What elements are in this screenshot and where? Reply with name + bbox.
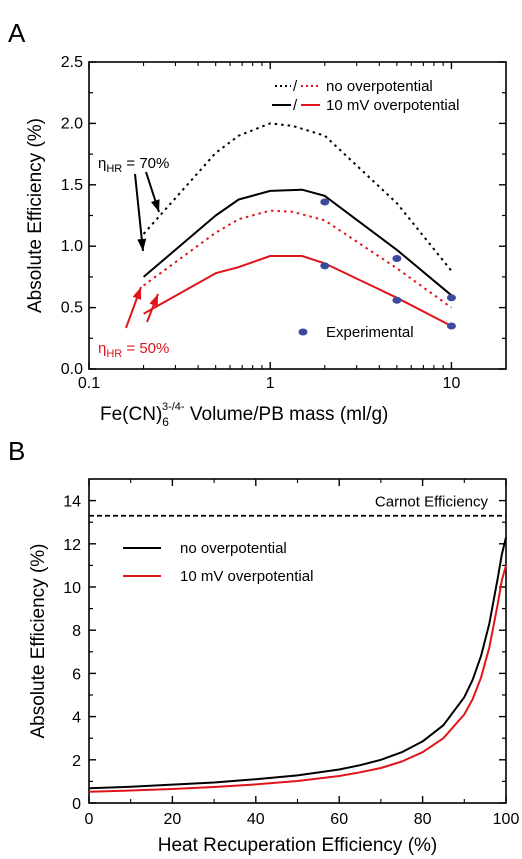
eta-hr-50-annotation: ηHR = 50% (98, 340, 169, 360)
panel-a-experimental-point (320, 198, 330, 206)
panel-b-ytick-label: 0 (72, 796, 81, 813)
panel-b-ytick-label: 14 (63, 494, 81, 511)
panel-a-experimental-point (446, 294, 456, 302)
panel-a-y-axis-title: Absolute Efficiency (%) (25, 118, 46, 313)
panel-a-series-2-line (143, 209, 452, 309)
panel-a-legend-slash: / (293, 97, 298, 114)
panel-b-xtick-label: 40 (247, 811, 265, 828)
panel-a-legend-swatch-experimental (298, 328, 308, 336)
panel-b-label: B (8, 436, 25, 466)
annotation-value: = 50% (122, 340, 169, 357)
panel-a-legend-label: Experimental (326, 324, 414, 341)
panel-b-x-axis-title: Heat Recuperation Efficiency (%) (158, 835, 438, 856)
panel-a-ytick-label: 0.5 (61, 300, 83, 317)
annotation-subscript: HR (106, 348, 122, 360)
panel-a-series-0-line (142, 122, 453, 272)
panel-b-ytick-label: 2 (72, 753, 81, 770)
panel-b-ytick-label: 4 (72, 710, 81, 727)
x-title-sub: 6 (162, 415, 169, 429)
panel-b-legend-label: 10 mV overpotential (180, 568, 313, 585)
arrow-50-dotted-head (132, 287, 142, 300)
x-title-sup: 3-/4- (162, 401, 185, 413)
arrow-70-dotted-head (151, 199, 160, 212)
panel-a-ytick-label: 1.0 (61, 238, 83, 255)
x-title-rest: Volume/PB mass (ml/g) (185, 404, 389, 425)
panel-b-ytick-label: 8 (72, 623, 81, 640)
annotation-value: = 70% (122, 155, 169, 172)
panel-a-ytick-label: 2.5 (61, 54, 83, 71)
panel-b-y-axis-title: Absolute Efficiency (%) (28, 543, 49, 738)
annotation-subscript: HR (106, 163, 122, 175)
panel-a-series-1-line (142, 188, 453, 297)
panel-a-experimental-point (392, 296, 402, 304)
panel-a-ytick-label: 2.0 (61, 115, 83, 132)
panel-b-ytick-label: 6 (72, 666, 81, 683)
panel-a-xtick-label: 0.1 (78, 375, 100, 392)
panel-b-series-1-line (88, 565, 507, 793)
x-title-main: Fe(CN) (100, 404, 162, 425)
panel-b-xtick-label: 60 (330, 811, 348, 828)
panel-a-label: A (8, 18, 26, 48)
panel-a-xtick-label: 10 (443, 375, 461, 392)
panel-b-xtick-label: 20 (164, 811, 182, 828)
panel-a-experimental-point (446, 322, 456, 330)
annotation-eta: η (98, 340, 106, 357)
panel-a-ytick-label: 1.5 (61, 177, 83, 194)
annotation-eta: η (98, 155, 106, 172)
eta-hr-70-annotation: ηHR = 70% (98, 155, 169, 175)
panel-a-ytick-label: 0.0 (61, 361, 83, 378)
arrow-50-solid-head (149, 294, 158, 307)
carnot-efficiency-label: Carnot Efficiency (375, 494, 489, 511)
panel-b-xtick-label: 80 (414, 811, 432, 828)
panel-a-experimental-point (320, 262, 330, 270)
arrow-70-solid-head (137, 238, 147, 251)
panel-b-ytick-label: 10 (63, 580, 81, 597)
panel-a-series-3-line (143, 255, 452, 327)
panel-a-legend-label: no overpotential (326, 78, 433, 95)
panel-a-legend-label: 10 mV overpotential (326, 97, 459, 114)
arrow-70-solid-shaft (134, 173, 144, 252)
panel-b-ytick-label: 12 (63, 537, 81, 554)
panel-a-xtick-label: 1 (266, 375, 275, 392)
panel-b-legend-label: no overpotential (180, 540, 287, 557)
panel-a-legend-slash: / (293, 78, 298, 95)
panel-b-xtick-label: 0 (85, 811, 94, 828)
panel-a-experimental-point (392, 254, 402, 262)
panel-a-x-axis-title: Fe(CN)6 3-/4- Volume/PB mass (ml/g) (100, 401, 388, 429)
panel-b-xtick-label: 100 (493, 811, 520, 828)
panel-b-frame (88, 478, 507, 804)
panel-b-series-0-line (88, 537, 507, 790)
